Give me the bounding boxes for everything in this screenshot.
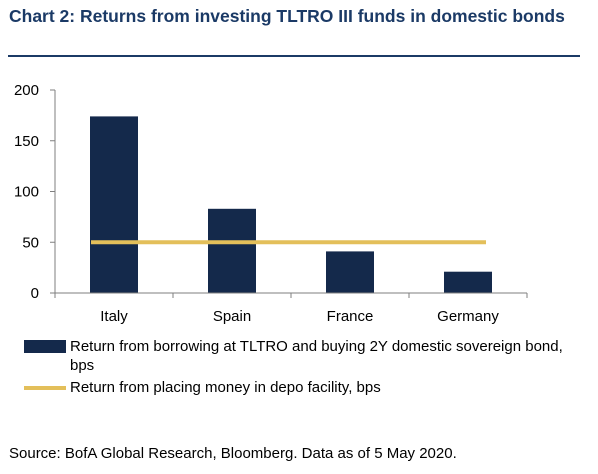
chart-title: Chart 2: Returns from investing TLTRO II… [9,6,565,26]
source-note: Source: BofA Global Research, Bloomberg.… [9,445,457,462]
y-tick-label: 0 [31,285,39,302]
legend-item-bar: Return from borrowing at TLTRO and buyin… [24,337,584,375]
x-tick-label: Germany [437,308,499,325]
legend-label-line: Return from placing money in depo facili… [70,379,381,396]
x-tick-label: France [327,308,374,325]
y-tick-label: 50 [22,234,39,251]
bar-spain [208,208,256,293]
legend-label-bar: Return from borrowing at TLTRO and buyin… [70,338,563,374]
bar-germany [444,271,492,293]
legend: Return from borrowing at TLTRO and buyin… [24,337,584,400]
y-tick-label: 100 [14,184,39,201]
bar-france [326,251,374,293]
title-divider [8,55,580,57]
y-tick-label: 200 [14,82,39,99]
y-tick-labels: 0 50 100 150 200 [14,82,39,302]
legend-swatch-line [24,386,66,390]
x-tick-label: Italy [100,308,128,325]
legend-swatch-bar [24,340,66,353]
x-tick-labels: Italy Spain France Germany [100,308,499,325]
y-tick-label: 150 [14,133,39,150]
axes [50,89,528,298]
bar-italy [90,116,138,294]
bar-group [90,116,492,294]
x-tick-label: Spain [213,308,251,325]
legend-item-line: Return from placing money in depo facili… [24,378,584,397]
